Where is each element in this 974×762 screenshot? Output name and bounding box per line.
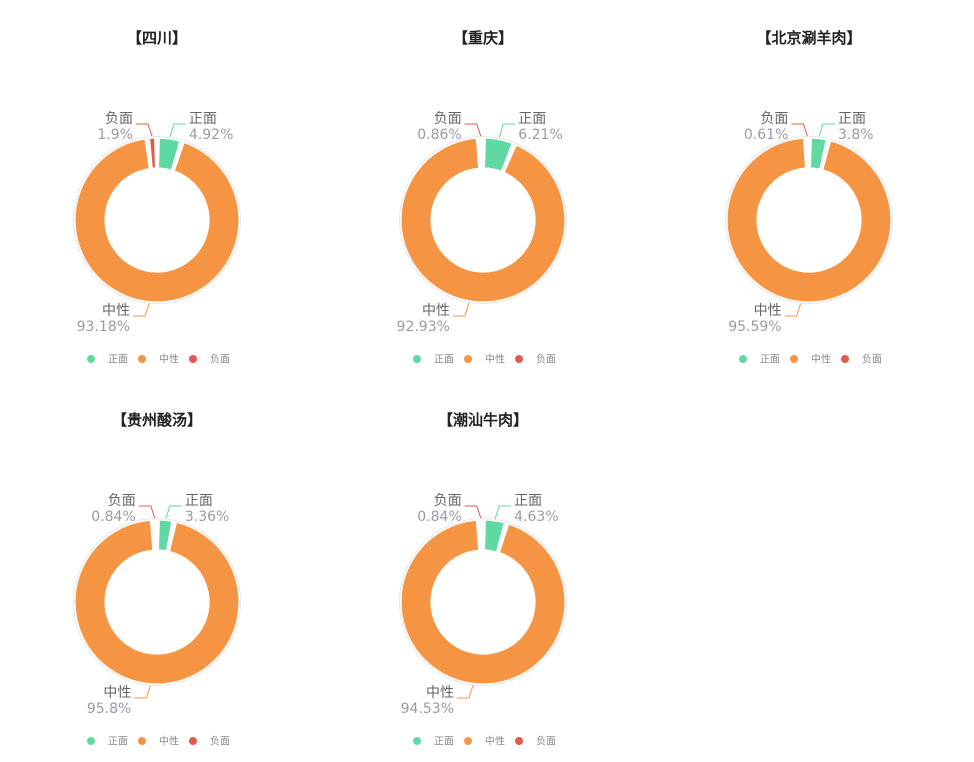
slice-负面[interactable] xyxy=(480,519,483,551)
legend-label-正面[interactable]: 正面 xyxy=(108,737,128,748)
legend-marker-正面[interactable] xyxy=(87,355,95,363)
slice-label-value: 3.8% xyxy=(838,127,874,143)
donut-chart: 【重庆】 正面 6.21% 中性 92.93% 负面 0.86% 正面 中性 负面 xyxy=(326,0,646,380)
chart-title: 【四川】 xyxy=(127,29,187,47)
slice-label-name: 正面 xyxy=(514,493,542,509)
legend-marker-负面[interactable] xyxy=(841,355,849,363)
chart-title: 【北京涮羊肉】 xyxy=(756,29,861,47)
slice-负面[interactable] xyxy=(154,519,157,551)
legend-label-中性[interactable]: 中性 xyxy=(811,353,831,366)
slice-label-value: 0.61% xyxy=(744,127,788,143)
slice-中性[interactable] xyxy=(74,519,240,685)
slice-label-value: 0.84% xyxy=(91,509,135,525)
legend-marker-中性[interactable] xyxy=(464,355,472,363)
slice-label-name: 中性 xyxy=(102,303,130,319)
donut-chart: 【北京涮羊肉】 正面 3.8% 中性 95.59% 负面 0.61% 正面 中性 负面 xyxy=(652,0,972,380)
legend-label-中性[interactable]: 中性 xyxy=(159,353,179,366)
legend-marker-正面[interactable] xyxy=(739,355,747,363)
legend-label-负面[interactable]: 负面 xyxy=(210,735,230,748)
slice-负面[interactable] xyxy=(807,137,810,169)
chart-title: 【贵州酸汤】 xyxy=(112,411,202,429)
slice-label-value: 6.21% xyxy=(518,127,562,143)
legend-marker-正面[interactable] xyxy=(87,737,95,745)
slice-label-name: 中性 xyxy=(103,685,131,701)
chart-title: 【潮汕牛肉】 xyxy=(438,411,528,429)
slice-正面[interactable] xyxy=(157,519,173,552)
slice-中性[interactable] xyxy=(726,137,892,303)
slice-负面[interactable] xyxy=(148,137,157,169)
legend-label-中性[interactable]: 中性 xyxy=(485,735,505,748)
slice-label-name: 正面 xyxy=(185,493,213,509)
legend-marker-中性[interactable] xyxy=(464,737,472,745)
slice-正面[interactable] xyxy=(157,137,181,171)
slice-label-value: 3.36% xyxy=(185,509,229,525)
slice-label-value: 95.59% xyxy=(728,319,781,335)
chart-title: 【重庆】 xyxy=(453,29,513,47)
donut-chart: 【潮汕牛肉】 正面 4.63% 中性 94.53% 负面 0.84% 正面 中性 负面 xyxy=(326,382,646,762)
legend-label-中性[interactable]: 中性 xyxy=(485,353,505,366)
legend-label-正面[interactable]: 正面 xyxy=(434,737,454,748)
slice-label-name: 负面 xyxy=(105,111,133,127)
slice-label-name: 正面 xyxy=(518,111,546,127)
legend-label-正面[interactable]: 正面 xyxy=(108,355,128,366)
slice-label-name: 负面 xyxy=(108,493,136,509)
legend-label-负面[interactable]: 负面 xyxy=(536,353,556,366)
slice-label-value: 95.8% xyxy=(87,701,131,717)
slice-label-value: 0.86% xyxy=(417,127,461,143)
charts-stage: 【四川】 正面 4.92% 中性 93.18% 负面 1.9% 正面 中性 负面 【重庆】 正面 6.2… xyxy=(0,0,972,748)
legend-label-负面[interactable]: 负面 xyxy=(862,353,882,366)
legend-label-正面[interactable]: 正面 xyxy=(760,355,780,366)
slice-label-value: 94.53% xyxy=(401,701,454,717)
slice-正面[interactable] xyxy=(483,519,505,553)
legend-marker-中性[interactable] xyxy=(138,737,146,745)
slice-label-name: 负面 xyxy=(434,493,462,509)
slice-label-name: 中性 xyxy=(754,303,782,319)
legend-marker-正面[interactable] xyxy=(413,355,421,363)
donut-chart: 【贵州酸汤】 正面 3.36% 中性 95.8% 负面 0.84% 正面 中性 负面 xyxy=(0,382,320,762)
slice-label-name: 负面 xyxy=(760,111,788,127)
legend-marker-中性[interactable] xyxy=(790,355,798,363)
legend-label-中性[interactable]: 中性 xyxy=(159,735,179,748)
slice-正面[interactable] xyxy=(809,137,827,170)
legend-marker-正面[interactable] xyxy=(413,737,421,745)
slice-label-value: 4.92% xyxy=(189,127,233,143)
slice-中性[interactable] xyxy=(400,137,566,303)
legend-marker-中性[interactable] xyxy=(138,355,146,363)
donut-chart: 【四川】 正面 4.92% 中性 93.18% 负面 1.9% 正面 中性 负面 xyxy=(0,0,320,380)
legend-marker-负面[interactable] xyxy=(515,737,523,745)
slice-label-value: 4.63% xyxy=(514,509,558,525)
slice-label-name: 正面 xyxy=(189,111,217,127)
slice-label-value: 92.93% xyxy=(397,319,450,335)
legend-marker-负面[interactable] xyxy=(189,355,197,363)
slice-中性[interactable] xyxy=(400,519,566,685)
legend-label-负面[interactable]: 负面 xyxy=(536,735,556,748)
slice-label-value: 93.18% xyxy=(77,319,130,335)
slice-label-value: 0.84% xyxy=(417,509,461,525)
slice-label-name: 中性 xyxy=(426,685,454,701)
slice-负面[interactable] xyxy=(480,137,483,169)
slice-正面[interactable] xyxy=(483,137,513,172)
legend-marker-负面[interactable] xyxy=(189,737,197,745)
slice-中性[interactable] xyxy=(74,138,240,303)
slice-label-name: 正面 xyxy=(838,111,866,127)
legend-label-负面[interactable]: 负面 xyxy=(210,353,230,366)
slice-label-value: 1.9% xyxy=(97,127,133,143)
slice-label-name: 中性 xyxy=(422,303,450,319)
legend-marker-负面[interactable] xyxy=(515,355,523,363)
slice-label-name: 负面 xyxy=(434,111,462,127)
legend-label-正面[interactable]: 正面 xyxy=(434,355,454,366)
